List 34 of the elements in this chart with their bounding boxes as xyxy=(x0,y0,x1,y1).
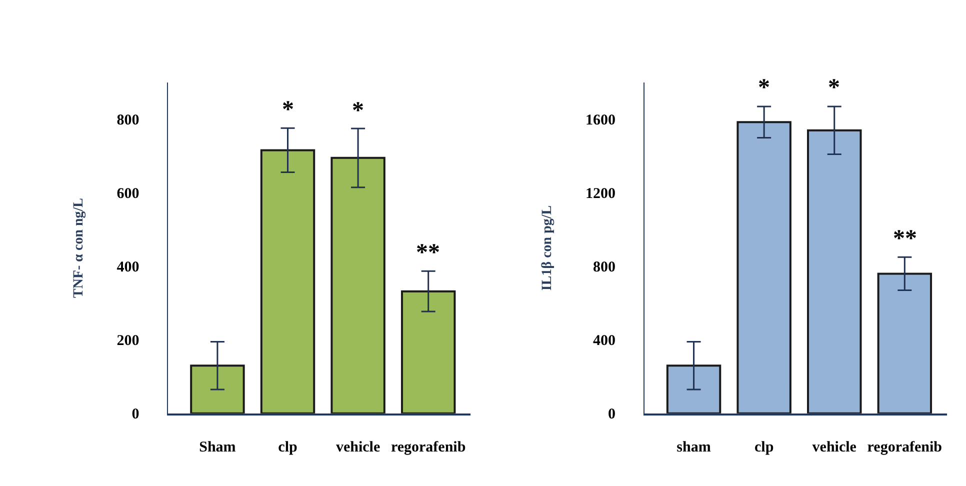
data-label: ** xyxy=(416,240,440,266)
bar xyxy=(877,272,932,414)
y-tick-label: 400 xyxy=(116,260,140,276)
y-tick-label: 600 xyxy=(116,186,140,202)
bar xyxy=(400,290,456,414)
y-tick-label: 0 xyxy=(608,406,616,423)
y-axis-title: TNF- α con ng/L xyxy=(71,198,86,298)
x-tick-label: clp xyxy=(278,439,298,456)
y-tick-label: 200 xyxy=(116,333,140,350)
x-tick-label: regorafenib xyxy=(867,439,942,456)
bar xyxy=(330,156,386,414)
y-tick-label: 0 xyxy=(132,406,140,423)
y-axis-title: IL1β con pg/L xyxy=(540,205,556,291)
y-tick-label: 1200 xyxy=(586,186,616,202)
y-tick-label: 800 xyxy=(116,112,140,129)
x-tick-label: vehicle xyxy=(812,439,857,456)
bar xyxy=(666,364,722,414)
x-tick-label: vehicle xyxy=(336,439,380,456)
bar xyxy=(190,364,245,414)
bar xyxy=(736,121,792,414)
bar xyxy=(807,129,862,414)
bar xyxy=(260,149,316,414)
y-tick-label: 1600 xyxy=(586,112,616,129)
x-tick-label: Sham xyxy=(199,439,236,456)
data-label: * xyxy=(282,97,294,123)
y-tick-label: 400 xyxy=(593,333,616,350)
data-label: * xyxy=(828,75,840,101)
data-label: * xyxy=(758,75,770,101)
x-tick-label: clp xyxy=(754,439,774,456)
x-tick-label: sham xyxy=(676,439,712,456)
data-label: * xyxy=(352,98,364,124)
y-tick-label: 800 xyxy=(593,260,616,276)
data-label: ** xyxy=(893,226,917,252)
x-tick-label: regorafenib xyxy=(390,439,466,456)
